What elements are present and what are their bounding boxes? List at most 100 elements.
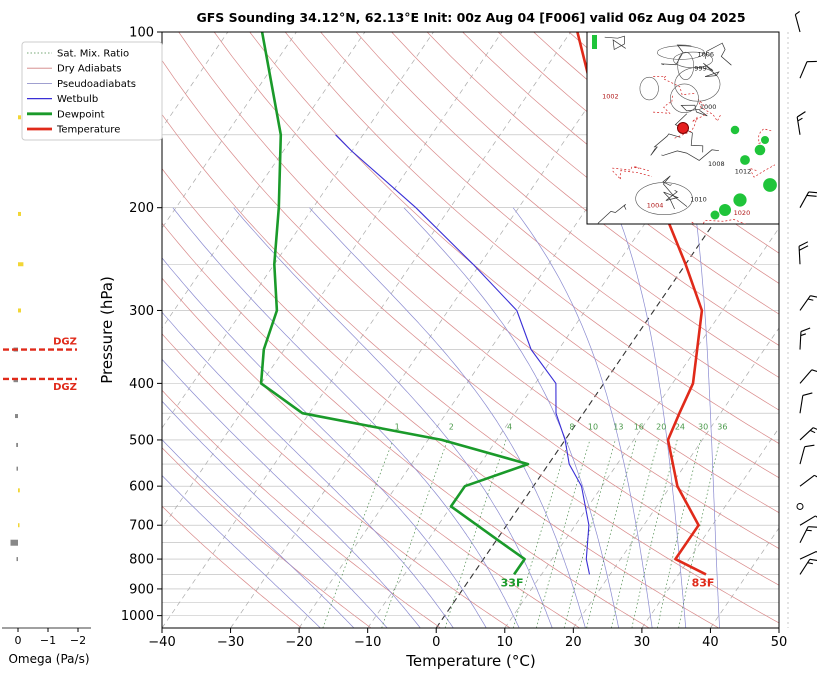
- dry-adiabat-line: [162, 222, 650, 628]
- map-precip-blob: [733, 193, 747, 207]
- isotherm-line: [162, 32, 434, 429]
- barb-shaft-group: [798, 241, 809, 265]
- x-tick-label: 20: [565, 635, 582, 650]
- chart-title: GFS Sounding 34.12°N, 62.13°E Init: 00z …: [196, 10, 745, 25]
- map-precip-blob: [754, 144, 766, 156]
- map-contour-label: 1008: [708, 160, 725, 168]
- omega-panel: DGZ DGZ 0 −1 −2 Omega (Pa/s): [2, 115, 91, 666]
- map-isobar: [677, 51, 695, 81]
- isotherm-line: [230, 32, 640, 628]
- barb-shaft: [799, 395, 804, 414]
- omega-bar: [18, 488, 20, 493]
- isotherm-line: [162, 32, 503, 529]
- map-precip-blob: [760, 135, 770, 145]
- mixing-ratio-label: 16: [634, 423, 644, 432]
- dry-adiabat-line: [284, 32, 779, 444]
- mixing-ratio-line: [381, 439, 448, 628]
- map-precip-blob: [592, 35, 597, 49]
- wind-barb: [796, 502, 804, 510]
- pseudoadiabat-line: [172, 207, 520, 628]
- map-location-marker: [677, 122, 689, 134]
- map-isobar: [639, 76, 659, 101]
- dry-adiabat-line: [391, 32, 779, 346]
- barb-shaft-group: [794, 10, 801, 33]
- x-tick-label: 30: [634, 635, 651, 650]
- y-tick-label: 400: [129, 377, 154, 392]
- barb-shaft-group: [799, 526, 817, 543]
- map-border-line: [597, 204, 627, 224]
- barb-shaft: [794, 14, 801, 33]
- legend-box: [21, 41, 163, 141]
- barb-shaft-group: [796, 111, 806, 135]
- y-tick-label: 1000: [121, 609, 154, 624]
- map-contour-line: [612, 170, 652, 181]
- series-dewpoint: [259, 32, 530, 576]
- barb-half: [800, 333, 807, 337]
- omega-tick-label: −2: [70, 634, 86, 647]
- dry-adiabat-line: [162, 333, 511, 628]
- barb-flag: [799, 245, 809, 251]
- surface-dewpoint-label: 33F: [501, 576, 524, 589]
- map-contour-label: 1004: [647, 201, 664, 209]
- legend-label: Pseudoadiabats: [57, 79, 136, 90]
- barb-half: [806, 529, 812, 532]
- legend-label: Sat. Mix. Ratio: [57, 49, 129, 60]
- pseudoadiabat-line: [309, 207, 586, 628]
- mixing-ratio-label: 13: [613, 423, 623, 432]
- map-precip-blob: [730, 125, 740, 135]
- isotherm-line: [367, 32, 777, 628]
- omega-bar: [16, 557, 18, 562]
- mixing-ratio-label: 20: [656, 423, 666, 432]
- wind-barb: [799, 526, 817, 543]
- map-isobar: [670, 83, 699, 114]
- mixing-ratio-label: 1: [395, 423, 400, 432]
- dry-adiabat-line: [162, 447, 372, 628]
- wind-barb: [799, 427, 817, 441]
- barb-flag: [808, 526, 817, 528]
- map-contour-label: 1012: [735, 168, 752, 176]
- map-contour-line: [653, 94, 673, 114]
- pseudoadiabat-line: [512, 207, 653, 628]
- surface-labels: 83F 33F: [501, 576, 715, 589]
- barb-shaft: [799, 446, 806, 465]
- background-reference-lines: [162, 32, 779, 628]
- barb-shaft-group: [799, 427, 817, 441]
- omega-bar: [18, 262, 24, 267]
- barb-shaft-group: [799, 444, 815, 465]
- mixing-ratio-label: 4: [507, 423, 512, 432]
- omega-bar: [18, 211, 21, 216]
- calm-circle: [796, 502, 804, 510]
- x-tick-label: 10: [497, 635, 514, 650]
- mixing-ratio-labels: 1 2 4 8 10 13 16 20 24 30 36: [395, 423, 728, 432]
- series-wetbulb: [335, 134, 591, 575]
- barb-shaft: [799, 61, 808, 79]
- legend-label: Temperature: [56, 125, 120, 136]
- omega-bar: [16, 442, 18, 447]
- dry-adiabat-line: [162, 113, 779, 624]
- barb-flag: [798, 241, 809, 247]
- pseudoadiabat-line: [694, 207, 720, 628]
- barb-half: [797, 117, 803, 122]
- wind-barb: [799, 558, 817, 575]
- pseudoadiabat-line: [162, 311, 454, 628]
- dry-adiabat-line: [162, 277, 580, 628]
- dry-adiabat-line: [162, 389, 441, 628]
- map-contour-label: 1010: [690, 195, 707, 203]
- x-tick-label: −20: [285, 635, 312, 650]
- barb-half: [807, 562, 814, 565]
- barb-flag: [804, 444, 815, 448]
- barb-shaft: [799, 369, 813, 384]
- wind-barb: [799, 550, 817, 560]
- mixing-ratio-line: [678, 439, 721, 628]
- dgz-label: DGZ: [53, 337, 77, 348]
- omega-bar: [15, 414, 18, 419]
- wind-barb: [799, 327, 811, 350]
- legend-label: Wetbulb: [57, 94, 98, 105]
- wind-barb: [796, 111, 806, 135]
- barb-shaft-group: [799, 474, 817, 487]
- barb-shaft: [799, 295, 811, 311]
- inset-map: 1020 1012 1010 1002 1006 1000 1004 999 1008: [586, 31, 780, 225]
- dry-adiabat-line: [178, 32, 779, 549]
- barb-flag: [807, 60, 817, 63]
